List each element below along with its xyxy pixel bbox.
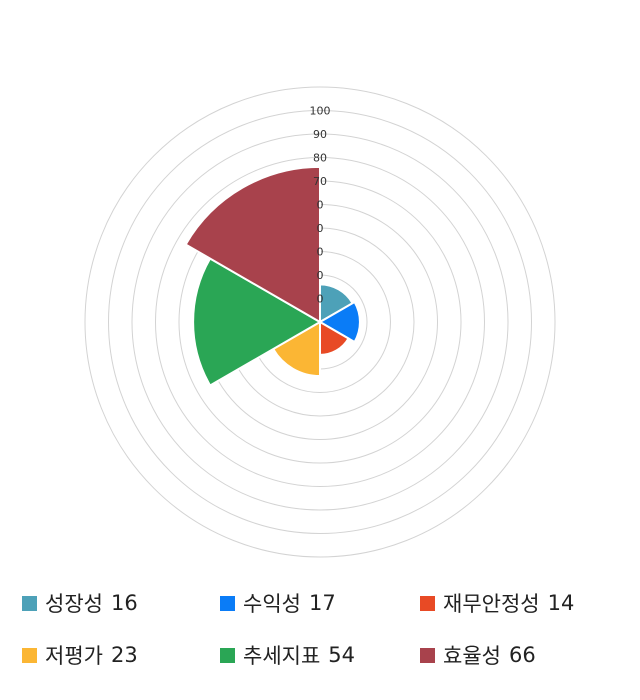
legend-item-undervaluation[interactable]: 저평가 23: [22, 640, 138, 670]
legend-swatch: [420, 647, 435, 663]
tick-label: 0: [317, 246, 324, 259]
legend-item-efficiency[interactable]: 효율성 66: [420, 640, 536, 670]
legend-value: 16: [110, 591, 138, 615]
grid-ring: [131, 133, 509, 511]
slice-6[interactable]: [184, 165, 321, 324]
legend-swatch: [22, 595, 37, 611]
tick-label: 80: [313, 152, 327, 165]
legend-label: 효율성: [443, 644, 501, 668]
slice-2[interactable]: [317, 300, 361, 344]
tick-label: 0: [317, 293, 324, 306]
tick-label: 70: [313, 175, 327, 188]
polar-chart: 0 0 0 0 0 70 80 90 100: [84, 86, 556, 558]
polar-chart-svg: 0 0 0 0 0 70 80 90 100: [84, 86, 556, 558]
tick-label: 100: [310, 105, 331, 118]
tick-label: 0: [317, 222, 324, 235]
legend-value: 54: [328, 643, 356, 667]
legend-swatch: [22, 647, 37, 663]
tick-labels: 0 0 0 0 0 70 80 90 100: [310, 105, 331, 306]
tick-label: 0: [317, 269, 324, 282]
tick-label: 90: [313, 128, 327, 141]
slice-5[interactable]: [192, 257, 323, 387]
legend-label: 성장성: [45, 592, 103, 616]
grid-ring: [108, 110, 532, 534]
legend: 성장성 16 수익성 17 재무안정성 14 저평가 23 추세지표 54 효율…: [0, 578, 640, 688]
legend-swatch: [420, 595, 435, 611]
legend-swatch: [220, 647, 235, 663]
grid-ring: [155, 157, 485, 487]
legend-item-financial-stability[interactable]: 재무안정성 14: [420, 588, 574, 618]
legend-item-trend-indicator[interactable]: 추세지표 54: [220, 640, 355, 670]
legend-value: 14: [547, 591, 575, 615]
legend-value: 23: [110, 643, 138, 667]
legend-value: 66: [508, 643, 536, 667]
legend-label: 저평가: [45, 644, 103, 668]
grid-ring: [84, 86, 556, 558]
legend-label: 추세지표: [243, 644, 321, 668]
tick-label: 0: [317, 199, 324, 212]
legend-item-growth[interactable]: 성장성 16: [22, 588, 138, 618]
legend-value: 17: [308, 591, 336, 615]
legend-label: 재무안정성: [443, 592, 540, 616]
legend-label: 수익성: [243, 592, 301, 616]
legend-swatch: [220, 595, 235, 611]
legend-item-profitability[interactable]: 수익성 17: [220, 588, 336, 618]
slices: [184, 165, 361, 387]
slice-4[interactable]: [271, 320, 321, 378]
